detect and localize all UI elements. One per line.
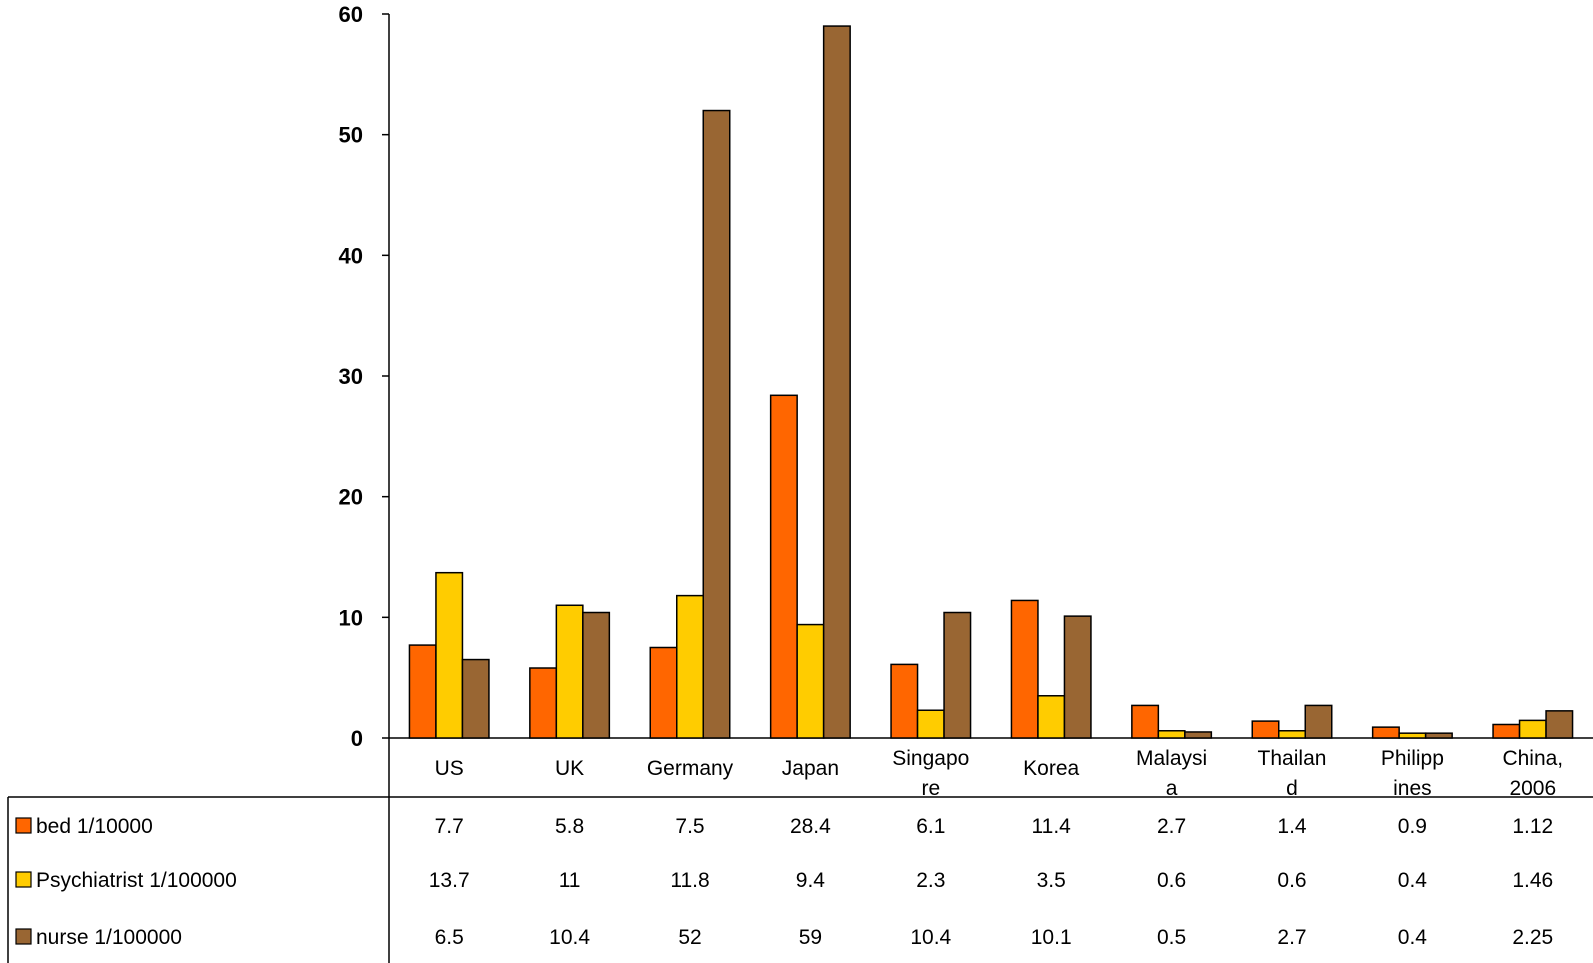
bar-1-4 (769, 394, 798, 739)
table-cell: 11.8 (670, 869, 709, 892)
category-label: Philipp ines (1381, 747, 1444, 800)
table-cell: 3.5 (1037, 869, 1066, 892)
table-cell: 6.5 (435, 926, 464, 949)
bar-2-1 (435, 571, 464, 739)
y-axis-ticks: 0 10 20 30 40 50 60 (339, 2, 389, 751)
table-cell: 0.9 (1398, 815, 1427, 838)
category-label: Japan (782, 757, 839, 780)
bar-1-8 (1251, 720, 1280, 739)
table-cell: 11.4 (1032, 815, 1072, 838)
category-label: China, 2006 (1502, 747, 1563, 800)
table-cell: 0.4 (1398, 869, 1428, 892)
table-cell: 13.7 (429, 869, 470, 892)
table-cell: 10.4 (549, 926, 590, 949)
y-tick-label: 30 (339, 364, 363, 389)
bar-3-5 (943, 611, 972, 739)
table-cell: 9.4 (796, 869, 826, 892)
bar-2-5 (916, 709, 945, 739)
table-cell: 1.4 (1277, 815, 1307, 838)
bar-2-7 (1157, 730, 1186, 739)
table-cell: 52 (678, 926, 701, 949)
category-label: Thailan d (1258, 747, 1327, 800)
bar-1-10 (1492, 723, 1521, 739)
table-cell: 1.46 (1512, 869, 1553, 892)
legend-key-2 (15, 871, 32, 888)
table-cell: 2.7 (1157, 815, 1186, 838)
bar-2-8 (1278, 730, 1306, 739)
y-tick-label: 40 (339, 243, 363, 268)
table-cell: 59 (799, 926, 822, 949)
bar-1-2 (529, 667, 558, 739)
bar-1-7 (1131, 704, 1160, 739)
table-cell: 1.12 (1512, 815, 1553, 838)
bar-2-10 (1518, 719, 1547, 739)
table-cell: 7.5 (675, 815, 704, 838)
bar-3-8 (1304, 704, 1333, 739)
bar-1-1 (408, 644, 437, 739)
table-cell: 10.4 (910, 926, 951, 949)
bar-2-4 (796, 623, 825, 739)
table-cell: 0.6 (1277, 869, 1306, 892)
table-cell: 0.4 (1398, 926, 1428, 949)
table-cell: 6.1 (916, 815, 945, 838)
legend-label: Psychiatrist 1/100000 (36, 869, 237, 892)
category-label: Germany (647, 757, 734, 780)
bars (408, 25, 1574, 739)
bar-3-4 (822, 25, 851, 739)
table-cell: 28.4 (790, 815, 831, 838)
table-cell: 5.8 (555, 815, 584, 838)
table-cell: 2.3 (916, 869, 945, 892)
y-tick-label: 20 (339, 485, 363, 510)
table-cell: 0.6 (1157, 869, 1186, 892)
bar-3-3 (702, 109, 731, 739)
bar-3-9 (1424, 732, 1453, 739)
table-cell: 7.7 (435, 815, 464, 838)
bar-1-5 (890, 663, 919, 739)
table-cell: 11 (559, 869, 581, 892)
bar-2-9 (1398, 732, 1427, 739)
bar-1-3 (649, 646, 678, 739)
bar-3-1 (461, 658, 490, 739)
bar-3-10 (1545, 710, 1574, 739)
table-cell: 2.7 (1277, 926, 1306, 949)
bar-3-7 (1184, 731, 1213, 739)
category-label: US (435, 757, 464, 780)
table-cell: 2.25 (1512, 926, 1553, 949)
legend-label: nurse 1/100000 (36, 926, 182, 949)
y-tick-label: 50 (339, 123, 363, 148)
bar-3-2 (582, 611, 611, 739)
bar-1-6 (1010, 599, 1039, 739)
bar-2-2 (555, 604, 584, 739)
category-label: Korea (1023, 757, 1079, 780)
bar-2-6 (1037, 695, 1066, 739)
y-tick-label: 60 (339, 2, 363, 27)
category-label: UK (555, 757, 584, 780)
category-label: Malaysi a (1136, 747, 1207, 800)
bar-2-3 (676, 594, 704, 739)
table-cell: 10.1 (1031, 926, 1072, 949)
category-labels: US UK Germany Japan Singapo re Korea Malaysi a Th… (435, 747, 1564, 800)
legend-key-3 (15, 928, 32, 945)
y-tick-label: 0 (351, 726, 363, 751)
bar-1-9 (1371, 726, 1400, 739)
category-label: Singapo re (892, 747, 969, 800)
table-cell: 0.5 (1157, 926, 1186, 949)
bar-3-6 (1063, 615, 1092, 739)
data-table: bed 1/10000 7.7 5.8 7.5 28.4 6.1 11.4 2.7 1.4 0.9… (15, 815, 1553, 949)
legend-key-1 (15, 817, 32, 834)
legend-label: bed 1/10000 (36, 815, 153, 838)
y-tick-label: 10 (339, 605, 363, 630)
